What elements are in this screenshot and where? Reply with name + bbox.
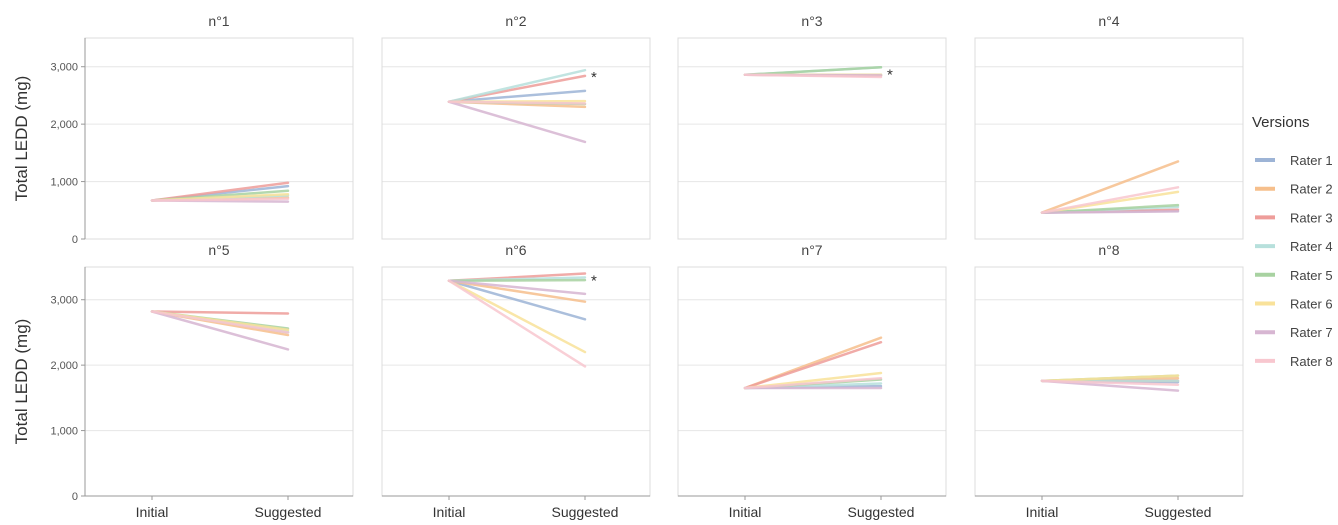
series-line-rater-3 [150,181,290,202]
y-tick-label: 2,000 [50,119,78,131]
series-line-rater-8 [150,197,290,202]
series-line-rater-6 [447,279,587,354]
panel-frame [84,37,354,240]
panel-title: n°5 [208,242,229,258]
y-tick-label: 1,000 [50,177,78,189]
legend-label: Rater 4 [1290,239,1333,254]
y-tick-label: 3,000 [50,62,78,74]
panel-5: n°5 [84,242,354,497]
series-line-rater-7 [447,279,587,296]
series-line-rater-8 [447,100,587,105]
series-line-rater-1 [447,89,587,103]
significance-marker: * [591,69,597,86]
panel-title: n°6 [505,242,526,258]
axes: 0 1,000 2,000 3,000 Total LEDD (mg) 0 1,000 2,0… [12,38,1243,520]
series-line-rater-7 [447,100,587,144]
y-axis-title: Total LEDD (mg) [12,319,31,445]
panel-frame [974,37,1244,240]
panel-8: n°8 [974,242,1244,497]
y-axis-title: Total LEDD (mg) [12,76,31,202]
legend-label: Rater 6 [1290,297,1333,312]
series-line-rater-8 [743,376,883,390]
significance-marker: * [591,273,597,290]
series-line-rater-5 [447,278,587,282]
panel-1: n°1 [84,13,354,240]
x-tick-label: Initial [136,504,169,520]
series-line-rater-8 [743,73,883,79]
panel-3: n°3 * [677,13,947,240]
y-tick-label: 3,000 [50,295,78,307]
series-line-rater-3 [743,340,883,390]
panel-title: n°1 [208,13,229,29]
y-tick-label: 2,000 [50,360,78,372]
legend-label: Rater 2 [1290,182,1333,197]
panel-frame [84,266,354,497]
legend-label: Rater 1 [1290,153,1333,168]
legend-label: Rater 5 [1290,268,1333,283]
panel-title: n°4 [1098,13,1119,29]
series-line-rater-2 [1040,160,1180,214]
x-tick-label: Suggested [848,504,915,520]
legend-label: Rater 8 [1290,354,1333,369]
panel-6: n°6 * [381,242,651,497]
x-tick-label: Initial [433,504,466,520]
y-tick-label: 0 [72,234,78,246]
panel-title: n°7 [801,242,822,258]
panel-title: n°2 [505,13,526,29]
x-tick-label: Suggested [255,504,322,520]
series-line-rater-3 [150,310,290,315]
panel-frame [381,266,651,497]
panel-title: n°3 [801,13,822,29]
legend-title: Versions [1252,114,1310,131]
series-line-rater-8 [1040,186,1180,214]
x-tick-label: Initial [729,504,762,520]
series-line-rater-8 [150,310,290,334]
x-tick-label: Suggested [552,504,619,520]
legend-label: Rater 7 [1290,325,1333,340]
panels: n°1 n°2 * n°3 * n°4 n°5 n°6 * n°7 n°8 [84,13,1244,497]
y-tick-label: 1,000 [50,426,78,438]
panel-7: n°7 [677,242,947,497]
series-line-rater-7 [1040,210,1180,214]
panel-frame [381,37,651,240]
series-line-rater-2 [447,279,587,303]
panel-frame [677,37,947,240]
legend: Versions Rater 1 Rater 2 Rater 3 Rater 4 Rate… [1252,114,1333,369]
series-line-rater-7 [150,310,290,351]
series-line-rater-4 [447,68,587,103]
panel-2: n°2 * [381,13,651,240]
series-line-rater-8 [447,279,587,368]
series-line-rater-8 [1040,379,1180,387]
y-tick-label: 0 [72,491,78,503]
x-tick-label: Initial [1026,504,1059,520]
series-line-rater-1 [447,279,587,321]
x-tick-label: Suggested [1145,504,1212,520]
panel-title: n°8 [1098,242,1119,258]
series-line-rater-6 [1040,374,1180,383]
legend-label: Rater 3 [1290,210,1333,225]
panel-4: n°4 [974,13,1244,240]
significance-marker: * [887,66,893,83]
